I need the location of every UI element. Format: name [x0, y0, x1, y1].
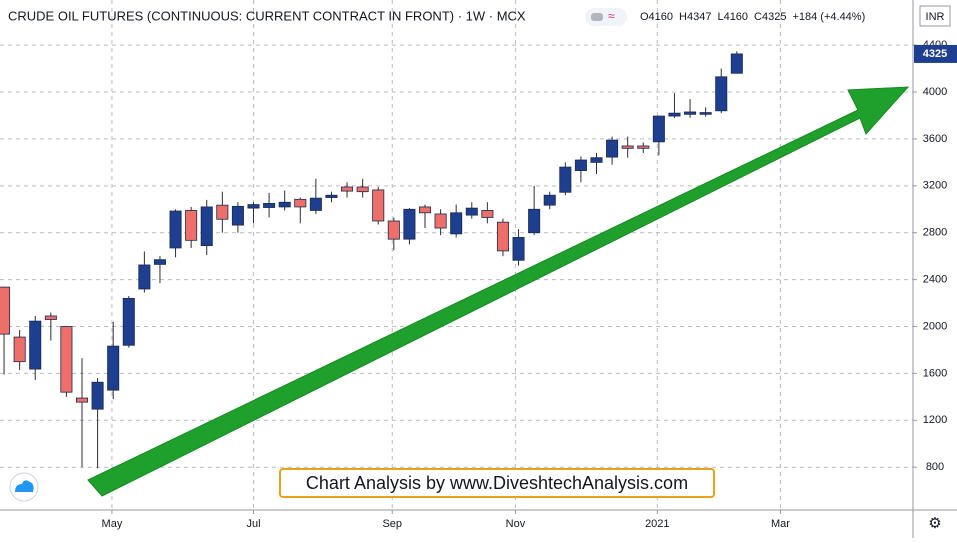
- candle-body: [574, 159, 587, 171]
- ohlc-label: L4160: [717, 11, 748, 23]
- mode-icon: [591, 13, 603, 21]
- candle-body: [247, 204, 260, 209]
- candle-body: [309, 197, 322, 211]
- candle-body: [263, 203, 276, 208]
- candle-body: [543, 194, 556, 206]
- ohlc-label: C4325: [754, 11, 786, 23]
- grid: [0, 0, 913, 510]
- candle-body: [341, 186, 354, 192]
- y-tick-label: 2000: [923, 320, 947, 332]
- axes: 800120016002000240028003200360040004400M…: [102, 39, 957, 530]
- y-tick-label: 3200: [923, 180, 947, 192]
- mode-icon: ≈: [608, 9, 615, 23]
- candle-body: [699, 112, 712, 115]
- candle-body: [216, 204, 229, 220]
- x-tick-label: Jul: [246, 518, 260, 530]
- candle-body: [528, 208, 541, 234]
- ohlc-label: H4347: [679, 11, 711, 23]
- annotation: Chart Analysis by www.DiveshtechAnalysis…: [306, 473, 688, 493]
- candle-body: [122, 297, 135, 346]
- trend-arrow: [87, 86, 910, 497]
- mode-badge[interactable]: [585, 8, 627, 26]
- logo-cloud: [15, 480, 34, 492]
- settings-icon[interactable]: ⚙: [928, 515, 941, 532]
- candle-body: [75, 397, 89, 403]
- candle-body: [200, 206, 213, 247]
- ohlc: O4160 H4347 L4160 C4325 +184 (+4.44%): [640, 11, 865, 23]
- candle-body: [29, 320, 42, 370]
- x-tick-label: Nov: [506, 518, 526, 530]
- candle-body: [356, 186, 369, 193]
- candle-body: [496, 221, 509, 252]
- candle-body: [278, 201, 291, 208]
- ohlc-label: O4160: [640, 11, 673, 23]
- candle-body: [0, 286, 11, 335]
- candle-body: [559, 166, 572, 193]
- candle-body: [44, 315, 57, 320]
- annotation-box: [279, 468, 715, 498]
- y-tick-label: 3600: [923, 133, 947, 145]
- candle-body: [465, 207, 478, 216]
- candle-body: [621, 145, 634, 149]
- candles: [0, 51, 743, 469]
- candle-body: [512, 237, 525, 261]
- x-tick-label: May: [102, 518, 123, 530]
- x-tick-label: Mar: [771, 518, 790, 530]
- ohlc-label: +184 (+4.44%): [792, 11, 865, 23]
- candle-body: [652, 115, 665, 143]
- candle-body: [730, 53, 743, 74]
- last-price-tag: [914, 44, 957, 63]
- candle-body: [231, 205, 244, 226]
- currency-box[interactable]: [919, 5, 951, 27]
- candle-body: [715, 76, 728, 112]
- y-tick-label: 2400: [923, 274, 947, 286]
- candle-body: [450, 212, 463, 235]
- candle-body: [60, 326, 73, 393]
- currency: INR: [926, 11, 945, 23]
- candle-body: [418, 206, 432, 214]
- candle-body: [185, 210, 198, 241]
- candle-body: [434, 213, 447, 229]
- candle-body: [606, 139, 619, 158]
- candle-body: [403, 208, 416, 240]
- candle-body: [91, 381, 104, 410]
- y-tick-label: 1200: [923, 414, 947, 426]
- candle-body: [590, 157, 603, 163]
- candle-body: [637, 145, 650, 149]
- candle-body: [107, 345, 120, 391]
- y-tick-label: 2800: [923, 227, 947, 239]
- candle-body: [668, 112, 681, 117]
- last-price-label: 4325: [923, 48, 947, 60]
- candle-body: [387, 220, 400, 240]
- candle-body: [294, 198, 307, 208]
- y-tick-label: 800: [926, 461, 944, 473]
- candle-body: [372, 189, 385, 222]
- candle-body: [13, 336, 26, 363]
- x-tick-label: 2021: [645, 518, 669, 530]
- candle-body: [325, 194, 338, 198]
- x-tick-label: Sep: [382, 518, 402, 530]
- candle-body: [169, 210, 182, 249]
- y-tick-label: 4000: [923, 86, 947, 98]
- candle-body: [481, 210, 494, 218]
- chart-title: CRUDE OIL FUTURES (CONTINUOUS: CURRENT C…: [8, 8, 526, 23]
- candle-body: [138, 264, 151, 290]
- candle-body: [153, 259, 166, 265]
- y-tick-label: 1600: [923, 367, 947, 379]
- candle-body: [684, 111, 697, 115]
